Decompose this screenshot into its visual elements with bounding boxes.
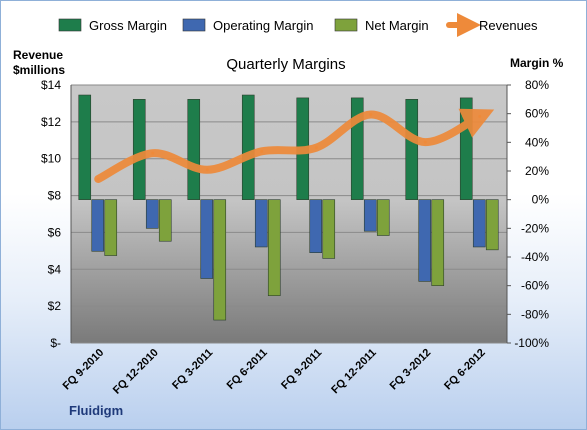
chart-legend: Gross Margin Operating Margin Net Margin Re… xyxy=(58,13,538,37)
left-tick-label: $6 xyxy=(48,225,62,239)
left-tick-label: $- xyxy=(50,336,61,350)
category-label: FQ 12-2011 xyxy=(329,347,379,397)
operating-margin-bar xyxy=(254,199,268,248)
right-tick-label: -80% xyxy=(521,307,549,321)
category-label: FQ 3-2012 xyxy=(388,347,434,393)
bars xyxy=(78,94,499,321)
revenue-point xyxy=(260,149,264,153)
gross-margin-bar xyxy=(459,97,473,200)
revenue-line xyxy=(94,108,495,183)
right-tick-label: 0% xyxy=(532,193,550,207)
gross-margin-legend-label: Gross Margin xyxy=(89,18,167,33)
category-labels: FQ 9-2010 FQ 12-2010 FQ 3-2011 FQ 6-2011 FQ … xyxy=(61,347,488,397)
right-axis-ticks: 80% 60% 40% 20% 0% -20% -40% -60% -80% -100% xyxy=(506,78,550,350)
operating-margin-legend-label: Operating Margin xyxy=(213,18,313,33)
net-margin-bar xyxy=(431,199,445,286)
net-margin-legend-swatch xyxy=(334,18,358,32)
revenue-point xyxy=(151,151,155,155)
right-tick-label: 40% xyxy=(525,135,549,149)
operating-margin-bar xyxy=(472,199,486,248)
left-axis-label-line2: $millions xyxy=(13,63,65,77)
right-tick-label: -60% xyxy=(521,279,549,293)
operating-margin-bar xyxy=(363,199,377,232)
left-tick-label: $14 xyxy=(41,78,61,92)
operating-margin-bar xyxy=(309,199,323,254)
right-tick-label: -100% xyxy=(514,336,549,350)
gross-margin-bar xyxy=(78,94,92,200)
revenue-point xyxy=(478,114,482,118)
right-tick-label: 20% xyxy=(525,164,549,178)
category-label: FQ 6-2011 xyxy=(225,347,270,392)
net-margin-bar xyxy=(158,199,172,242)
revenue-point xyxy=(96,177,100,181)
right-tick-label: -40% xyxy=(521,250,549,264)
gross-margin-bar xyxy=(405,99,419,200)
revenues-legend-label: Revenues xyxy=(479,18,538,33)
net-margin-bar xyxy=(485,199,499,251)
left-tick-label: $4 xyxy=(48,262,62,276)
net-margin-bar xyxy=(376,199,390,236)
gross-margin-bar xyxy=(241,94,255,200)
operating-margin-legend-swatch xyxy=(182,18,206,32)
category-label: FQ 9-2011 xyxy=(279,347,324,392)
gross-margin-bar xyxy=(132,99,146,200)
right-axis-label: Margin % xyxy=(510,56,564,70)
operating-margin-bar xyxy=(145,199,159,229)
operating-margin-bar xyxy=(418,199,432,282)
left-tick-label: $8 xyxy=(48,189,62,203)
revenue-point xyxy=(314,146,318,150)
net-margin-bar xyxy=(267,199,281,297)
left-axis-ticks: $14 $12 $10 $8 $6 $4 $2 $- xyxy=(41,78,72,350)
revenue-point xyxy=(205,168,209,172)
right-tick-label: 60% xyxy=(525,107,549,121)
company-label: Fluidigm xyxy=(69,403,123,418)
revenue-point xyxy=(369,112,373,116)
net-margin-bar xyxy=(322,199,336,259)
left-tick-label: $2 xyxy=(48,299,62,313)
net-margin-bar xyxy=(104,199,118,256)
gross-margin-legend-swatch xyxy=(58,18,82,32)
revenue-line-path xyxy=(94,108,495,183)
category-label: FQ 9-2010 xyxy=(61,347,107,393)
revenue-point xyxy=(423,140,427,144)
gross-margin-bar xyxy=(187,99,201,200)
operating-margin-bar xyxy=(91,199,105,252)
category-label: FQ 12-2010 xyxy=(111,347,161,397)
right-tick-label: -20% xyxy=(521,221,549,235)
right-tick-label: 80% xyxy=(525,78,549,92)
net-margin-bar xyxy=(213,199,227,321)
left-tick-label: $10 xyxy=(41,152,61,166)
left-axis-label-line1: Revenue xyxy=(13,48,63,62)
operating-margin-bar xyxy=(200,199,214,279)
chart-title: Quarterly Margins xyxy=(226,56,345,73)
left-tick-label: $12 xyxy=(41,115,61,129)
category-label: FQ 3-2011 xyxy=(170,347,215,392)
net-margin-legend-label: Net Margin xyxy=(365,18,429,33)
category-label: FQ 6-2012 xyxy=(442,347,488,393)
